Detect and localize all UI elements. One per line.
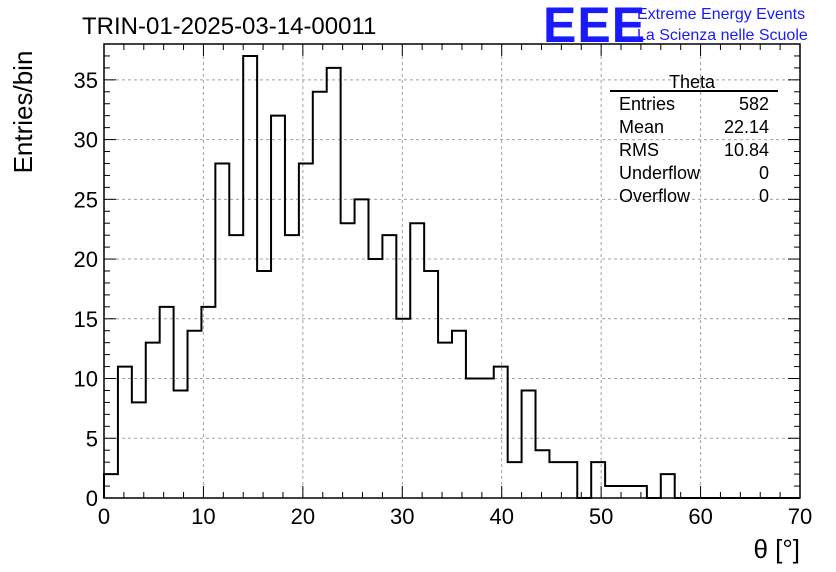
stats-label: Overflow — [619, 186, 691, 206]
x-tick-label: 10 — [191, 504, 215, 529]
histogram-bin — [341, 223, 355, 498]
histogram-bin — [480, 379, 494, 498]
histogram-bin — [661, 474, 675, 498]
histogram-bin — [382, 235, 396, 498]
histogram-bin — [188, 331, 202, 498]
histogram-bin — [313, 92, 327, 498]
histogram-bin — [118, 367, 132, 498]
histogram-bin — [563, 462, 577, 498]
x-tick-labels: 0 10 20 30 40 50 60 70 — [98, 504, 812, 529]
x-tick-label: 70 — [788, 504, 812, 529]
histogram-outline — [103, 54, 800, 499]
histogram-bin — [424, 271, 438, 498]
x-tick-label: 0 — [98, 504, 110, 529]
stats-label: RMS — [619, 140, 659, 160]
stats-box-rows: Entries 582 Mean 22.14 RMS 10.84 Underflow 0 Ove… — [619, 94, 769, 206]
chart-title: TRIN-01-2025-03-14-00011 — [82, 13, 376, 40]
histogram-bin — [508, 462, 522, 498]
histogram-bin — [466, 379, 480, 498]
histogram-bin — [201, 307, 215, 498]
stats-value: 582 — [739, 94, 769, 114]
stats-label: Underflow — [619, 163, 701, 183]
histogram-bin — [438, 343, 452, 498]
y-tick-label: 10 — [74, 367, 98, 392]
histogram-bin — [368, 259, 382, 498]
x-tick-label: 20 — [291, 504, 315, 529]
histogram-bin — [257, 271, 271, 498]
histogram-bin — [243, 56, 257, 498]
y-tick-label: 35 — [74, 68, 98, 93]
histogram-bin — [591, 462, 605, 498]
logo-mark: EEE — [543, 0, 646, 53]
histogram-bin — [605, 486, 619, 498]
y-tick-label: 15 — [74, 307, 98, 332]
stats-value: 0 — [759, 186, 769, 206]
stats-box-name: Theta — [669, 72, 716, 92]
x-tick-label: 40 — [489, 504, 513, 529]
y-tick-label: 25 — [74, 187, 98, 212]
y-tick-label: 30 — [74, 128, 98, 153]
histogram-bin — [132, 402, 146, 498]
histogram-bin — [410, 223, 424, 498]
x-tick-label: 50 — [589, 504, 613, 529]
y-tick-label: 5 — [86, 426, 98, 451]
x-tick-label: 30 — [390, 504, 414, 529]
y-axis-title: Entries/bin — [8, 51, 38, 174]
histogram-bin — [452, 331, 466, 498]
y-tick-label: 20 — [74, 247, 98, 272]
histogram-bin — [536, 450, 550, 498]
histogram-bin — [522, 390, 536, 498]
x-tick-label: 60 — [688, 504, 712, 529]
histogram-bin — [285, 235, 299, 498]
histogram-bin — [146, 343, 160, 498]
axis-ticks — [103, 43, 801, 499]
stats-label: Entries — [619, 94, 675, 114]
x-axis-title: θ [°] — [753, 534, 800, 564]
stats-value: 10.84 — [724, 140, 769, 160]
stats-label: Mean — [619, 117, 664, 137]
histogram-bin — [327, 68, 341, 498]
histogram-bin — [160, 307, 174, 498]
histogram-bin — [271, 116, 285, 498]
histogram-bin — [174, 390, 188, 498]
histogram-bin — [494, 367, 508, 498]
histogram-bin — [633, 486, 647, 498]
histogram — [103, 54, 800, 499]
grid-lines — [104, 44, 800, 498]
histogram-bin — [396, 319, 410, 498]
logo-line-1: Extreme Energy Events — [637, 6, 805, 23]
histogram-bin — [299, 163, 313, 498]
stats-box: Theta Entries 582 Mean 22.14 RMS 10.84 Underfl… — [610, 72, 778, 206]
logo-line-2: La Scienza nelle Scuole — [637, 27, 808, 44]
stats-value: 0 — [759, 163, 769, 183]
y-tick-label: 0 — [86, 486, 98, 511]
histogram-bin — [215, 163, 229, 498]
logo: EEE Extreme Energy Events La Scienza nel… — [543, 0, 808, 53]
y-tick-labels: 0 5 10 15 20 25 30 35 — [74, 68, 98, 511]
stats-value: 22.14 — [724, 117, 769, 137]
histogram-bin — [229, 235, 243, 498]
histogram-bin — [355, 199, 369, 498]
